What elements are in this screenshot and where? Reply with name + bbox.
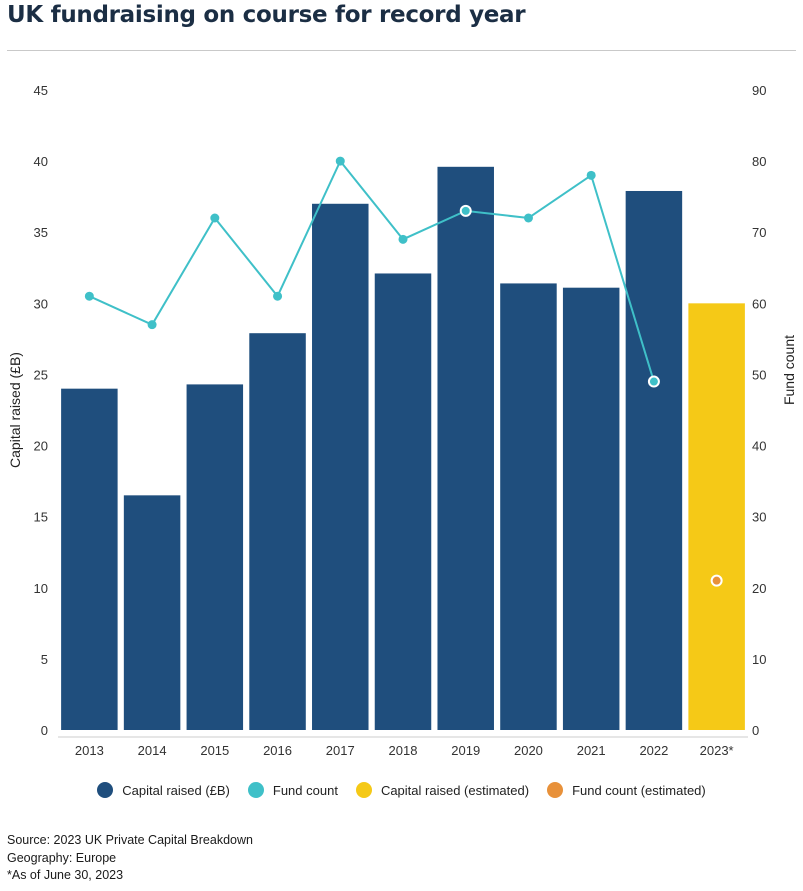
y-right-tick-label: 30	[752, 510, 766, 525]
bar-capital-raised	[186, 384, 244, 730]
legend-swatch-fund-count	[247, 782, 264, 798]
y-left-tick-label: 25	[34, 367, 48, 382]
x-tick-label: 2020	[514, 743, 543, 758]
y-right-tick-label: 0	[752, 723, 759, 738]
x-tick-label: 2015	[200, 743, 229, 758]
y-right-tick-label: 70	[752, 225, 766, 240]
x-tick-label: 2013	[75, 743, 104, 758]
y-right-tick-label: 20	[752, 581, 766, 596]
point-fund-count	[147, 320, 157, 330]
x-tick-label: 2023*	[700, 743, 734, 758]
legend-item-capital[interactable]: Capital raised (£B)	[97, 782, 230, 798]
point-fund-count	[84, 291, 94, 301]
point-fund-count	[398, 234, 408, 244]
bar-capital-raised	[249, 333, 306, 730]
y-left-tick-label: 10	[34, 581, 48, 596]
legend-label-fund-count-estimated: Fund count (estimated)	[572, 782, 706, 798]
y-left-tick-label: 20	[34, 439, 48, 454]
y-right-axis-title: Fund count	[781, 335, 797, 405]
chart-legend: Capital raised (£B) Fund count Capital r…	[0, 779, 803, 801]
legend-item-fund-count[interactable]: Fund count	[247, 782, 338, 798]
x-tick-label: 2014	[138, 743, 167, 758]
legend-swatch-capital-estimated	[355, 782, 372, 798]
point-fund-count	[647, 375, 660, 388]
x-tick-label: 2017	[326, 743, 355, 758]
bar-capital-raised	[123, 495, 181, 730]
bar-capital-raised	[374, 273, 432, 730]
x-tick-label: 2016	[263, 743, 292, 758]
bar-capital-raised	[61, 388, 118, 730]
legend-label-fund-count: Fund count	[272, 782, 338, 798]
x-tick-label: 2018	[389, 743, 418, 758]
source-note: Source: 2023 UK Private Capital Breakdow…	[7, 833, 253, 847]
legend-item-fund-count-estimated[interactable]: Fund count (estimated)	[547, 782, 706, 798]
x-tick-label: 2021	[577, 743, 606, 758]
point-fund-count	[586, 170, 596, 180]
bar-capital-raised	[437, 166, 494, 731]
legend-label-capital: Capital raised (£B)	[122, 782, 230, 798]
geography-note: Geography: Europe	[7, 850, 117, 865]
legend-swatch-fund-count-estimated	[547, 782, 564, 798]
y-left-tick-label: 30	[34, 296, 48, 311]
title-divider	[7, 50, 796, 51]
x-tick-label: 2019	[451, 743, 480, 758]
bar-capital-raised	[500, 283, 557, 730]
point-fund-count	[523, 213, 533, 223]
y-left-tick-label: 15	[34, 510, 48, 525]
bar-capital-raised	[625, 190, 683, 730]
y-right-tick-label: 10	[752, 652, 766, 667]
y-right-tick-label: 50	[752, 367, 766, 382]
y-right-tick-label: 90	[752, 83, 766, 98]
y-left-tick-label: 35	[34, 225, 48, 240]
y-left-tick-label: 45	[34, 83, 48, 98]
y-right-tick-label: 80	[752, 154, 766, 169]
y-left-tick-label: 40	[34, 154, 48, 169]
point-fund-count	[273, 291, 283, 301]
point-fund-count-estimated	[710, 574, 723, 587]
y-right-tick-label: 40	[752, 439, 766, 454]
bar-capital-raised	[562, 287, 620, 730]
combo-chart: 0 5 10 15 20 25 30 35 40 45 0 10 20 30 40 50 60 70 80 90 Cap…	[7, 83, 797, 758]
chart-title: UK fundraising on course for record year	[7, 2, 526, 28]
chart-footer: Source: 2023 UK Private Capital Breakdow…	[7, 832, 253, 885]
point-fund-count	[335, 156, 345, 166]
point-fund-count	[459, 204, 472, 217]
y-left-tick-label: 5	[41, 652, 48, 667]
y-left-tick-label: 0	[41, 723, 48, 738]
legend-label-capital-estimated: Capital raised (estimated)	[380, 782, 530, 798]
x-tick-label: 2022	[639, 743, 668, 758]
point-fund-count	[210, 213, 220, 223]
line-fund-count	[88, 159, 655, 382]
bar-capital-raised	[312, 203, 369, 730]
legend-item-capital-estimated[interactable]: Capital raised (estimated)	[355, 782, 530, 798]
y-right-tick-label: 60	[752, 296, 766, 311]
legend-swatch-capital	[97, 782, 114, 798]
asof-note: *As of June 30, 2023	[7, 868, 124, 882]
y-left-axis-title: Capital raised (£B)	[7, 352, 23, 468]
bar-capital-raised-estimated	[688, 303, 745, 730]
